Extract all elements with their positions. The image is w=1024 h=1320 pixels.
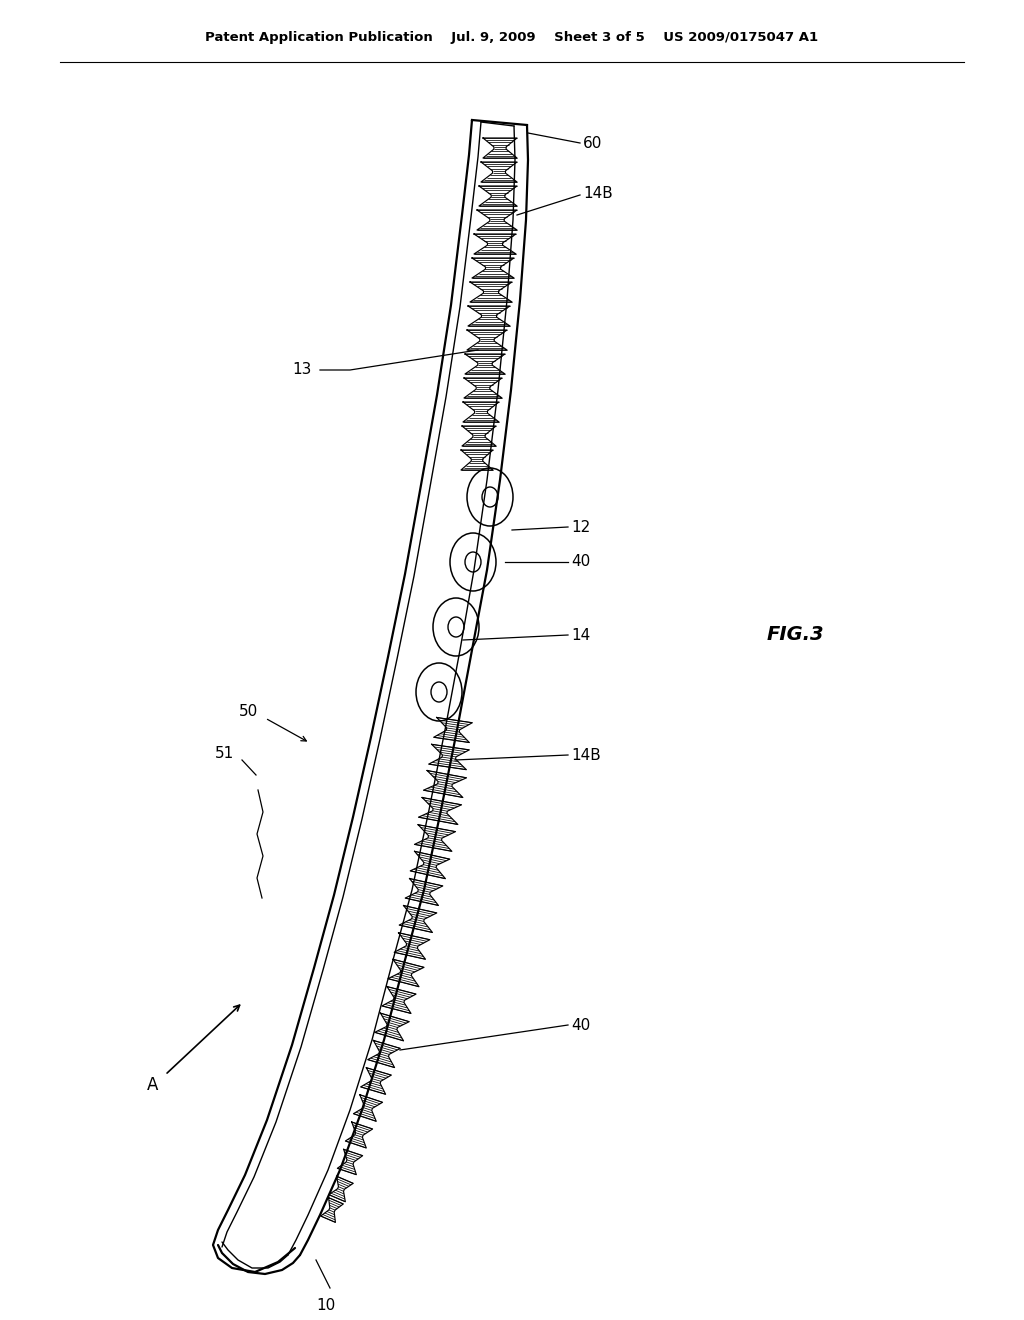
Text: 40: 40 — [571, 554, 590, 569]
Text: 14: 14 — [571, 627, 590, 643]
Text: Patent Application Publication    Jul. 9, 2009    Sheet 3 of 5    US 2009/017504: Patent Application Publication Jul. 9, 2… — [206, 32, 818, 45]
Text: 50: 50 — [239, 705, 258, 719]
Text: 14B: 14B — [583, 186, 612, 201]
Text: 12: 12 — [571, 520, 590, 535]
Text: 40: 40 — [571, 1018, 590, 1032]
Text: 10: 10 — [316, 1298, 336, 1313]
Text: A: A — [147, 1076, 159, 1094]
Text: 14B: 14B — [571, 747, 601, 763]
Text: 13: 13 — [293, 363, 312, 378]
Text: 60: 60 — [583, 136, 602, 150]
Text: 51: 51 — [215, 747, 234, 762]
Text: FIG.3: FIG.3 — [766, 626, 824, 644]
